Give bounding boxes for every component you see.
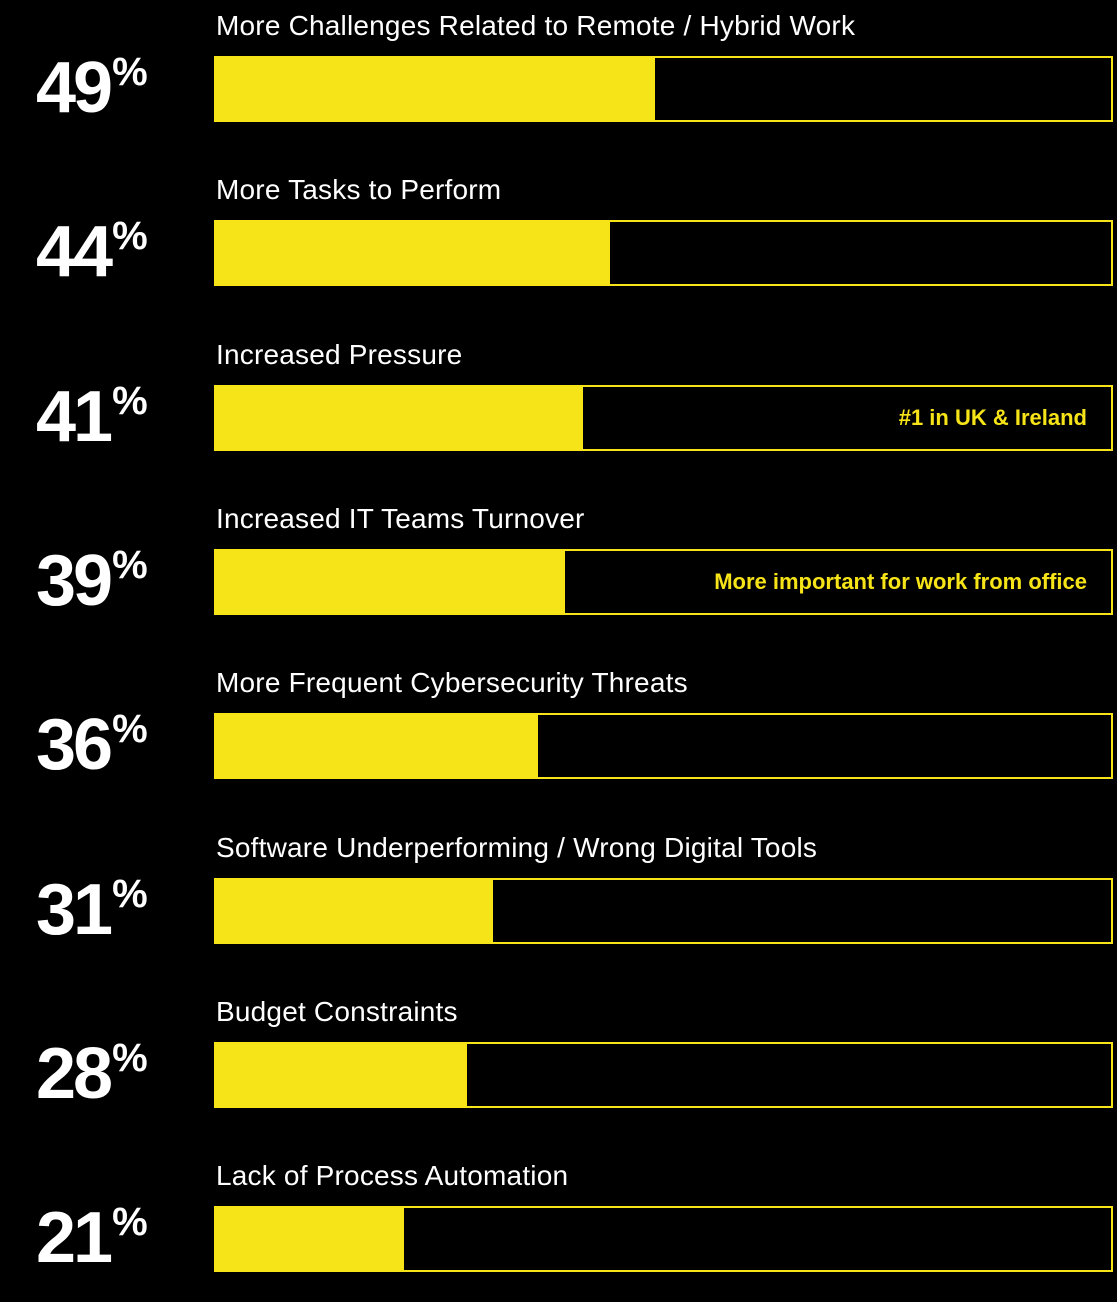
bar-value-label: 49%: [36, 52, 148, 124]
bar-track: [214, 220, 1113, 287]
bar-row: Increased IT Teams Turnover 39% More impor…: [0, 495, 1117, 645]
bar-row: More Frequent Cybersecurity Threats 36%: [0, 659, 1117, 809]
percent-sign: %: [112, 871, 148, 916]
bar-track: [214, 56, 1113, 122]
bar-category-label: Increased IT Teams Turnover: [216, 502, 585, 534]
bar-value-label: 39%: [36, 545, 148, 617]
percent-sign: %: [112, 378, 148, 423]
bar-value-number: 49: [36, 48, 113, 128]
bar-row: Increased Pressure 41% #1 in UK & Ireland: [0, 331, 1117, 481]
bar-row: Software Underperforming / Wrong Digital…: [0, 824, 1117, 974]
bar-fill: [216, 550, 566, 613]
bar-value-number: 21: [36, 1198, 113, 1279]
bar-fill: [216, 58, 655, 120]
bar-fill: [216, 1043, 467, 1106]
bar-track: [214, 1041, 1113, 1108]
bar-row: Lack of Process Automation 21%: [0, 1152, 1117, 1302]
bar-row: Budget Constraints 28%: [0, 988, 1117, 1138]
bar-fill: [216, 222, 610, 285]
bar-value-label: 28%: [36, 1038, 148, 1110]
bar-track: [214, 713, 1113, 780]
bar-fill: [216, 1208, 404, 1271]
bar-track: [214, 1206, 1113, 1273]
bar-category-label: More Frequent Cybersecurity Threats: [216, 667, 688, 699]
bar-category-label: Software Underperforming / Wrong Digital…: [216, 831, 818, 863]
bar-category-label: Increased Pressure: [216, 338, 463, 370]
bar-value-number: 36: [36, 705, 113, 786]
bar-category-label: Budget Constraints: [216, 995, 458, 1027]
bar-value-number: 31: [36, 869, 113, 950]
bar-value-label: 31%: [36, 874, 148, 946]
percent-sign: %: [112, 542, 148, 587]
bar-fill: [216, 386, 583, 449]
bar-category-label: Lack of Process Automation: [216, 1160, 569, 1192]
percent-sign: %: [112, 1200, 148, 1245]
bar-value-label: 21%: [36, 1202, 148, 1274]
bar-fill: [216, 715, 539, 778]
bar-track: #1 in UK & Ireland: [214, 384, 1113, 451]
bar-value-number: 44: [36, 212, 113, 293]
bar-value-label: 36%: [36, 709, 148, 781]
percent-sign: %: [112, 214, 148, 259]
percent-sign: %: [112, 707, 148, 752]
bar-value-number: 41: [36, 376, 113, 457]
percent-sign: %: [112, 1035, 148, 1080]
bar-annotation: #1 in UK & Ireland: [898, 404, 1087, 430]
bar-value-label: 41%: [36, 381, 148, 453]
bar-row: More Challenges Related to Remote / Hybr…: [0, 2, 1117, 152]
bar-category-label: More Tasks to Perform: [216, 174, 502, 206]
percent-sign: %: [112, 50, 148, 94]
bar-fill: [216, 879, 494, 942]
bar-annotation: More important for work from office: [714, 568, 1087, 594]
bar-chart: More Challenges Related to Remote / Hybr…: [0, 2, 1117, 1274]
bar-value-label: 44%: [36, 216, 148, 288]
bar-value-number: 39: [36, 540, 113, 621]
bar-track: More important for work from office: [214, 548, 1113, 615]
bar-row: More Tasks to Perform 44%: [0, 166, 1117, 316]
bar-category-label: More Challenges Related to Remote / Hybr…: [216, 10, 856, 41]
bar-track: [214, 877, 1113, 944]
bar-value-number: 28: [36, 1033, 113, 1114]
